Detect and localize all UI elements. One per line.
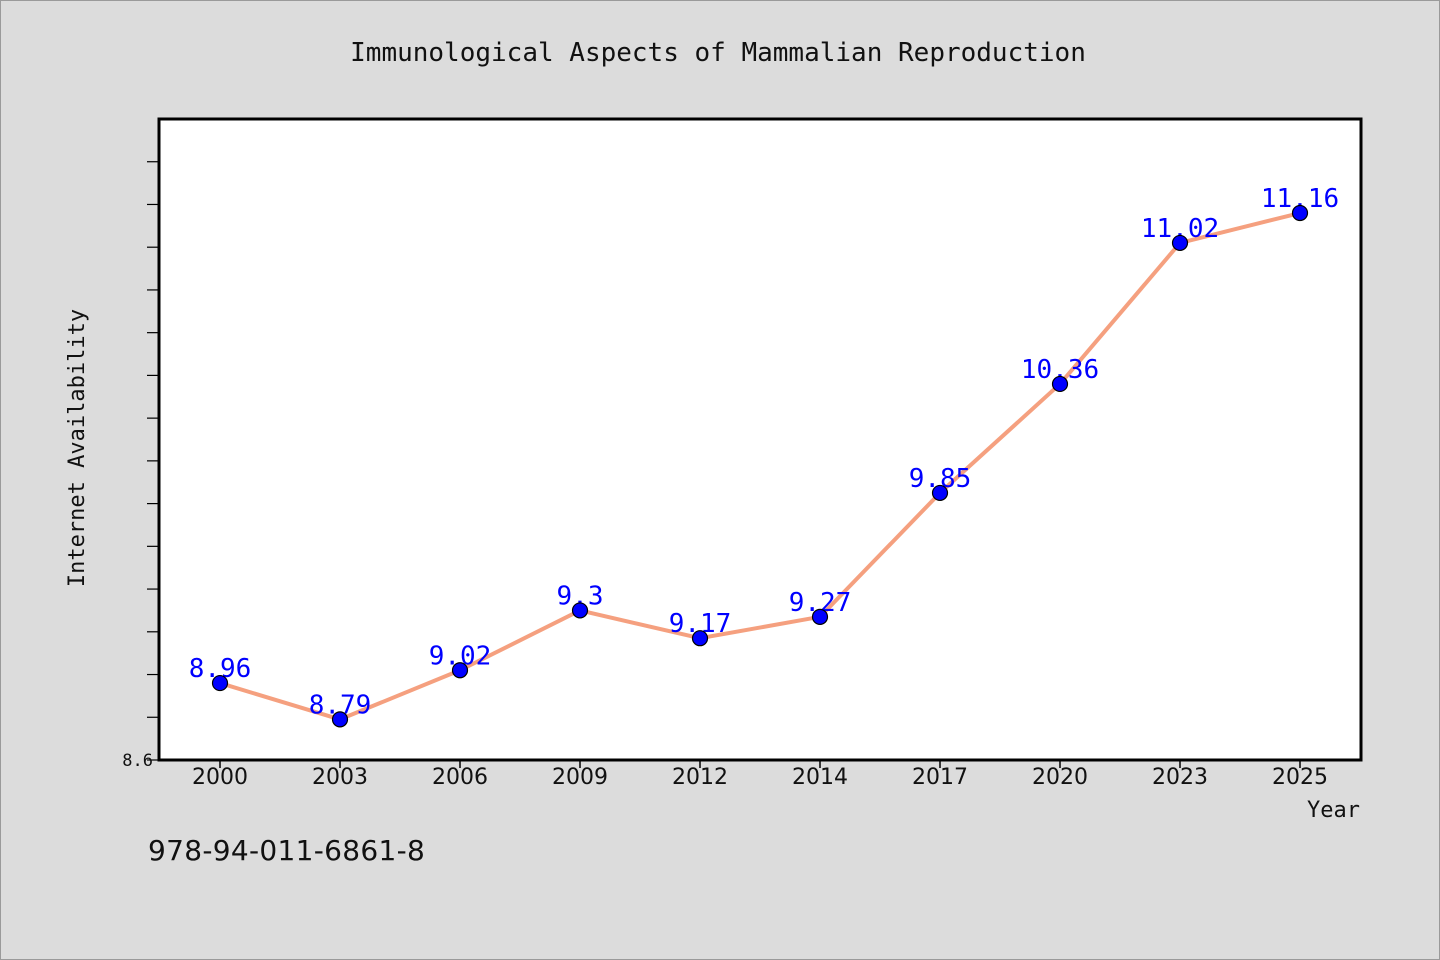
- x-tick-label: 2006: [432, 765, 488, 790]
- data-label-layer: 8.968.799.029.39.179.279.8510.3611.0211.…: [189, 184, 1339, 720]
- x-tick-label: 2017: [912, 765, 968, 790]
- x-tick-label: 2009: [552, 765, 608, 790]
- data-point: [1291, 204, 1309, 222]
- x-tick-label: 2023: [1152, 765, 1208, 790]
- isbn-text: 978-94-011-6861-8: [148, 834, 426, 867]
- data-point: [691, 630, 709, 647]
- data-point: [1171, 234, 1189, 252]
- data-point: [1051, 375, 1069, 393]
- data-point: [331, 711, 349, 728]
- data-point: [571, 602, 589, 619]
- x-axis-title: Year: [1307, 798, 1360, 823]
- x-tick-label: 2000: [192, 765, 248, 790]
- y-axis-title: Internet Availability: [65, 309, 90, 587]
- series-line: [218, 211, 1302, 722]
- series-layer: [218, 211, 1302, 722]
- y-axis-ticks: 8.6: [122, 161, 159, 771]
- data-point: [931, 484, 949, 502]
- x-tick-label: 2014: [792, 765, 848, 790]
- data-point: [211, 674, 229, 692]
- marker-layer: [211, 204, 1309, 728]
- x-axis-ticks: 2000 2003 2006 2009 2012 2014 2017 2020 2023 2025: [192, 760, 1328, 790]
- chart-title: Immunological Aspects of Mammalian Repro…: [350, 38, 1086, 68]
- x-tick-label: 2003: [312, 765, 368, 790]
- data-point: [451, 662, 469, 679]
- x-tick-label: 2025: [1272, 765, 1328, 790]
- y-tick-label: 8.6: [122, 751, 153, 771]
- plot-area: [157, 117, 1363, 762]
- data-point: [811, 608, 829, 625]
- x-tick-label: 2020: [1032, 765, 1088, 790]
- x-tick-label: 2012: [672, 765, 728, 790]
